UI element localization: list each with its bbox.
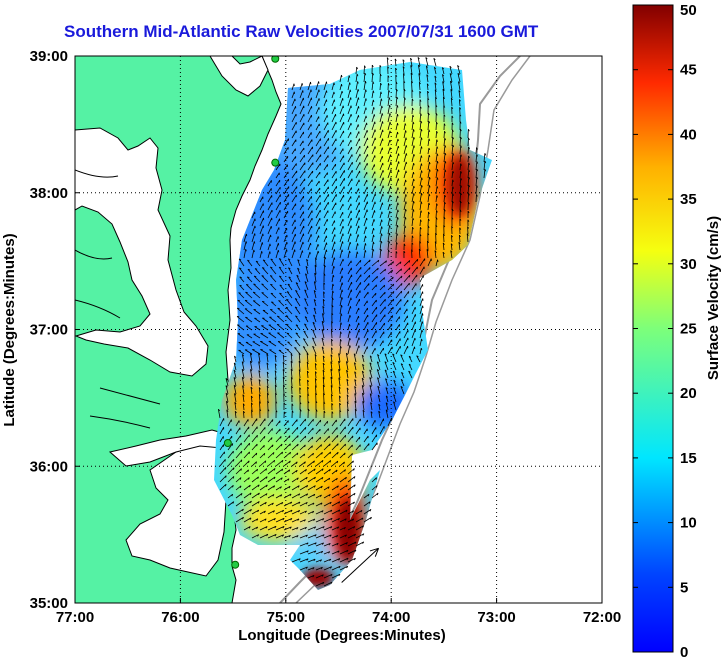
delaware-bay xyxy=(209,56,269,97)
chesapeake-bay xyxy=(75,127,209,377)
scale-arrow xyxy=(341,547,380,583)
x-tick-label: 73:00 xyxy=(477,609,515,626)
colorbar xyxy=(632,4,674,653)
x-tick-label: 75:00 xyxy=(267,609,305,626)
x-axis-ticks: 77:00 76:00 75:00 74:00 73:00 72:00 xyxy=(56,598,621,626)
chart-title: Southern Mid-Atlantic Raw Velocities 200… xyxy=(64,22,539,41)
colorbar-tick-label: 0 xyxy=(680,644,688,659)
station-markers xyxy=(223,56,280,569)
colorbar-tick-label: 20 xyxy=(680,385,697,402)
y-tick-label: 37:00 xyxy=(30,322,68,339)
colorbar-ticks: 0 5 10 15 20 25 30 35 40 45 50 xyxy=(633,2,697,659)
velocity-vectors xyxy=(217,57,487,587)
y-tick-label: 36:00 xyxy=(30,458,68,475)
colorbar-tick-label: 50 xyxy=(680,2,697,19)
colorbar-tick-label: 25 xyxy=(680,321,697,338)
y-axis-label: Latitude (Degrees:Minutes) xyxy=(1,233,18,426)
y-tick-label: 38:00 xyxy=(30,185,68,202)
x-tick-label: 76:00 xyxy=(161,609,199,626)
y-axis-ticks: 39:00 38:00 37:00 36:00 35:00 xyxy=(30,48,80,612)
colorbar-label: Surface Velocity (cm/s) xyxy=(705,216,722,380)
x-tick-label: 72:00 xyxy=(583,609,621,626)
inland-rivers xyxy=(75,169,161,429)
colorbar-tick-label: 35 xyxy=(680,191,697,208)
y-tick-label: 35:00 xyxy=(30,595,68,612)
x-tick-label: 74:00 xyxy=(372,609,410,626)
x-tick-label: 77:00 xyxy=(56,609,94,626)
station-marker xyxy=(231,560,240,569)
station-marker xyxy=(271,56,280,63)
station-marker xyxy=(223,439,232,448)
y-tick-label: 39:00 xyxy=(30,48,68,65)
colorbar-tick-label: 10 xyxy=(680,515,697,532)
x-axis-label: Longitude (Degrees:Minutes) xyxy=(238,627,446,644)
colorbar-tick-label: 15 xyxy=(680,450,697,467)
colorbar-tick-label: 30 xyxy=(680,256,697,273)
colorbar-tick-label: 40 xyxy=(680,126,697,143)
colorbar-tick-label: 45 xyxy=(680,62,697,79)
station-marker xyxy=(271,158,280,167)
colorbar-tick-label: 5 xyxy=(680,579,688,596)
